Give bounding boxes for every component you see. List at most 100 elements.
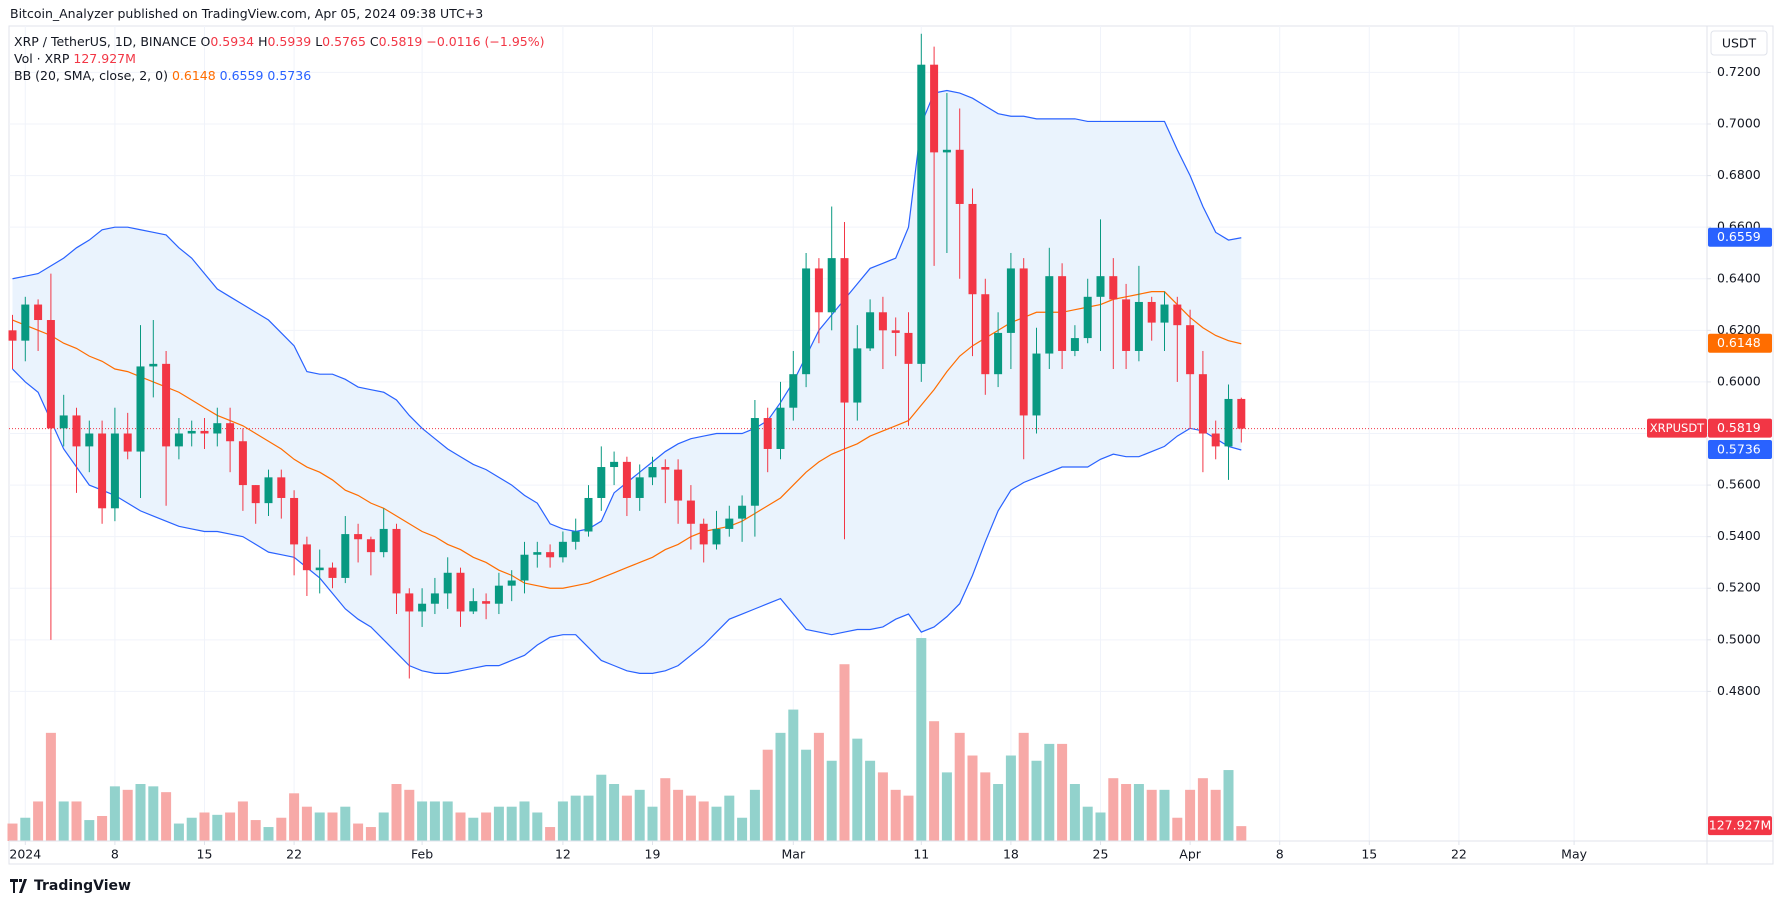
candle-body (482, 601, 491, 604)
candle-body (123, 433, 132, 452)
candle-body (1224, 398, 1233, 447)
ohlc-value: 0.5819 (378, 34, 423, 49)
candle-body (866, 312, 875, 349)
ohlc-value: 0.5765 (322, 34, 366, 49)
price-tag (1708, 418, 1772, 438)
x-tick-label: May (1561, 847, 1587, 862)
brand[interactable]: TradingView (34, 878, 131, 894)
candle-body (763, 418, 772, 449)
volume-bar (199, 812, 210, 841)
bb-label[interactable]: BB (20, SMA, close, 2, 0) (14, 68, 168, 83)
candle-body (443, 572, 452, 594)
volume-bar (877, 772, 888, 841)
candle-body (738, 505, 747, 519)
volume-bar (698, 801, 709, 841)
ohlc-key: L (315, 34, 323, 49)
volume-bar (762, 749, 773, 841)
price-tag-label: 0.6148 (1717, 335, 1761, 350)
candle-body (750, 418, 759, 506)
candle-body (725, 518, 734, 529)
volume-bar (1197, 778, 1208, 841)
volume-bar (967, 755, 978, 841)
volume-tag (1708, 816, 1772, 836)
volume-bar (711, 806, 722, 841)
symbol[interactable]: XRP / TetherUS, 1D, BINANCE (14, 34, 197, 49)
volume-bar (506, 806, 517, 841)
x-tick-label: 8 (111, 847, 119, 862)
candle-body (1109, 276, 1118, 300)
price-tag (1708, 227, 1772, 247)
x-tick-label: Apr (1179, 847, 1201, 862)
x-tick-label: 15 (1361, 847, 1377, 862)
candle-body (85, 433, 94, 447)
volume-bar (327, 812, 338, 841)
currency-box[interactable] (1710, 30, 1768, 56)
x-tick-label: 22 (1451, 847, 1467, 862)
y-tick-label: 0.6800 (1717, 167, 1761, 182)
volume-tag-label: 127.927M (1709, 818, 1771, 833)
y-tick-label: 0.5600 (1717, 477, 1761, 492)
candle-body (776, 407, 785, 449)
candle-body (315, 567, 324, 571)
candle-body (21, 304, 30, 341)
volume-bar (340, 806, 351, 841)
volume-bar (826, 760, 837, 841)
candle-body (174, 433, 183, 447)
candle-body (34, 304, 43, 321)
candle-body (98, 433, 107, 509)
volume-bar (621, 795, 632, 841)
candle-body (226, 423, 235, 442)
candle-body (571, 531, 580, 542)
y-tick-label: 0.5400 (1717, 528, 1761, 543)
candle-body (546, 552, 555, 558)
x-tick-label: 12 (555, 847, 571, 862)
volume-bar (20, 817, 31, 841)
volume-bar (941, 772, 952, 841)
volume-bar (122, 789, 133, 841)
volume-bar (263, 827, 274, 841)
currency: USDT (1722, 36, 1757, 51)
ohlc-value: 0.5939 (267, 34, 312, 49)
candle-body (968, 203, 977, 295)
y-tick-label: 0.6200 (1717, 322, 1761, 337)
publisher: Bitcoin_Analyzer published on TradingVie… (10, 6, 484, 21)
x-tick-label: 15 (197, 847, 213, 862)
volume-bar (378, 812, 389, 841)
volume-bar (237, 801, 248, 841)
y-tick-label: 0.6400 (1717, 270, 1761, 285)
change: −0.0116 (−1.95%) (426, 34, 545, 49)
volume-bar (749, 789, 760, 841)
plot (7, 33, 1707, 841)
candle-body (622, 461, 631, 498)
volume-bar (993, 784, 1004, 841)
candle-body (1045, 276, 1054, 354)
volume-label[interactable]: Vol · XRP (14, 51, 70, 66)
volume-bar (33, 801, 44, 841)
legend-symbol-row: XRP / TetherUS, 1D, BINANCE O0.5934 H0.5… (14, 33, 545, 50)
candle-body (712, 528, 721, 545)
volume-bar (493, 806, 504, 841)
volume-bar (481, 812, 492, 841)
price-tag (1708, 440, 1772, 460)
volume-bar (1146, 789, 1157, 841)
candle-body (405, 593, 414, 612)
volume-bar (775, 732, 786, 841)
volume-bar (545, 827, 556, 841)
candle-body (110, 433, 119, 509)
candle-body (72, 415, 81, 447)
volume-bar (1108, 778, 1119, 841)
volume-bar (1133, 784, 1144, 841)
candle-body (277, 477, 286, 498)
candle-body (955, 149, 964, 204)
volume-bar (570, 795, 581, 841)
x-tick-label: 8 (1276, 847, 1284, 862)
candle-body (597, 467, 606, 498)
volume-bar (1159, 789, 1170, 841)
price-tag-label: 0.6559 (1717, 229, 1761, 244)
candle-body (302, 544, 311, 571)
candle-body (1019, 268, 1028, 416)
candle-body (162, 363, 171, 447)
volume-bar (404, 789, 415, 841)
legend: XRP / TetherUS, 1D, BINANCE O0.5934 H0.5… (14, 33, 545, 84)
